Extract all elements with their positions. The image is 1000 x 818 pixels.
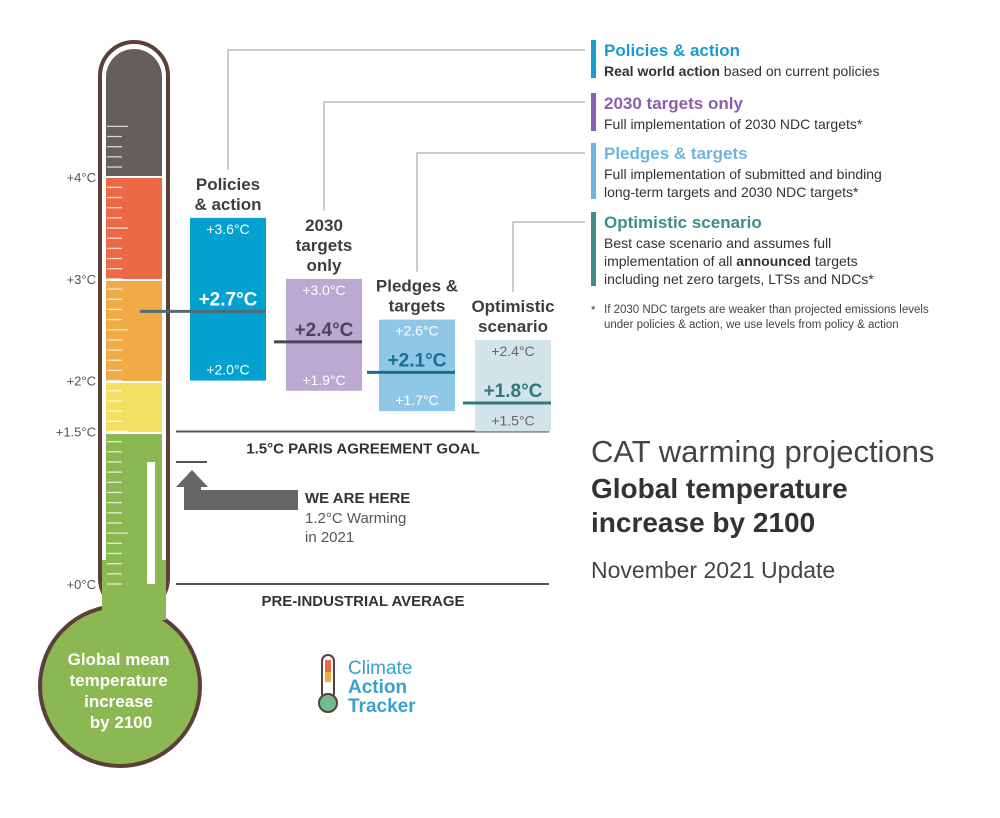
scenario-2: +2.6°C +2.1°C +1.7°C Pledges &targets <box>367 277 458 412</box>
title-block: CAT warming projections Global temperatu… <box>591 434 934 583</box>
legend-item: Optimistic scenario Best case scenario an… <box>591 212 874 287</box>
mid-value: +2.1°C <box>388 350 447 371</box>
high-value: +2.6°C <box>395 323 438 339</box>
reference-line-label: 1.5°C PARIS AGREEMENT GOAL <box>246 440 480 457</box>
low-value: +1.5°C <box>491 412 534 428</box>
chart-subtitle: Global temperature increase by 2100 <box>591 473 848 538</box>
connector-line <box>512 221 585 292</box>
legend-description: Best case scenario and assumes full <box>604 235 831 251</box>
legend-description: including net zero targets, LTSs and NDC… <box>604 271 874 287</box>
footnote: * If 2030 NDC targets are weaker than pr… <box>591 304 929 331</box>
legend-color-bar <box>591 143 596 199</box>
svg-text:Climate: Climate <box>348 658 412 679</box>
climate-action-tracker-logo: Climate Action Tracker <box>318 654 416 717</box>
we-are-here-line1: 1.2°C Warming <box>305 510 406 527</box>
low-value: +1.9°C <box>302 372 345 388</box>
legend-description: Full implementation of submitted and bin… <box>604 166 882 182</box>
legend-color-bar <box>591 212 596 286</box>
scenario-label: Optimistic <box>471 297 554 316</box>
scenario-label: only <box>307 256 342 275</box>
range-bar <box>190 217 266 381</box>
legend-title: Pledges & targets <box>604 144 748 163</box>
scenario-label: scenario <box>478 317 548 336</box>
scenario-label: 2030 <box>305 216 343 235</box>
legend-description: long-term targets and 2030 NDC targets* <box>604 184 859 200</box>
legend-item: 2030 targets only Full implementation of … <box>591 93 863 132</box>
range-bar <box>286 278 362 391</box>
axis-tick-label: +4°C <box>67 170 96 185</box>
legend-description: Real world action based on current polic… <box>604 63 879 79</box>
we-are-here-title: WE ARE HERE <box>305 490 410 507</box>
scenario-label: & action <box>194 195 261 214</box>
svg-text:under policies & action, we us: under policies & action, we use levels f… <box>604 319 899 331</box>
connector-line <box>227 49 585 170</box>
legend-item: Pledges & targets Full implementation of … <box>591 143 882 200</box>
legend-color-bar <box>591 40 596 78</box>
axis-tick-label: +2°C <box>67 374 96 389</box>
legend-title: Optimistic scenario <box>604 213 762 232</box>
scenario-0: +3.6°C +2.7°C +2.0°C Policies& action <box>140 175 266 381</box>
we-are-here-marker: WE ARE HERE 1.2°C Warming in 2021 <box>176 461 410 546</box>
svg-text:Tracker: Tracker <box>348 696 416 717</box>
we-are-here-line2: in 2021 <box>305 529 354 546</box>
chart-title: CAT warming projections <box>591 434 934 469</box>
range-bar <box>475 339 551 432</box>
legend-color-bar <box>591 93 596 131</box>
update-label: November 2021 Update <box>591 557 835 583</box>
scenario-label: targets <box>389 297 446 316</box>
low-value: +2.0°C <box>206 362 249 378</box>
axis-tick-label: +3°C <box>67 272 96 287</box>
legend-description: implementation of all announced targets <box>604 253 858 269</box>
connector-line <box>416 152 585 272</box>
scenario-label: Pledges & <box>376 277 458 296</box>
scenario-label: targets <box>296 236 353 255</box>
axis-tick-label: +0°C <box>67 577 96 592</box>
reference-line-label: PRE-INDUSTRIAL AVERAGE <box>261 593 464 610</box>
range-bar <box>379 319 455 412</box>
high-value: +2.4°C <box>491 343 534 359</box>
mid-value: +1.8°C <box>484 381 543 402</box>
thermometer-label: Global mean temperature increase by 2100 <box>68 650 175 732</box>
legend-description: Full implementation of 2030 NDC targets* <box>604 116 863 132</box>
thermometer: Global mean temperature increase by 2100 <box>38 40 202 768</box>
high-value: +3.6°C <box>206 221 249 237</box>
high-value: +3.0°C <box>302 282 345 298</box>
axis-tick-label: +1.5°C <box>56 424 96 439</box>
svg-text:Action: Action <box>348 677 407 698</box>
svg-text:*: * <box>591 305 596 317</box>
legend-title: Policies & action <box>604 41 740 60</box>
svg-text:If 2030 NDC targets are weaker: If 2030 NDC targets are weaker than proj… <box>604 304 929 316</box>
connector-line <box>323 101 585 211</box>
mid-value: +2.4°C <box>295 320 354 341</box>
mid-value: +2.7°C <box>199 289 258 310</box>
legend-item: Policies & action Real world action based… <box>591 40 879 79</box>
low-value: +1.7°C <box>395 392 438 408</box>
legend-title: 2030 targets only <box>604 94 743 113</box>
current-level-indicator <box>147 462 155 584</box>
scenario-label: Policies <box>196 175 260 194</box>
